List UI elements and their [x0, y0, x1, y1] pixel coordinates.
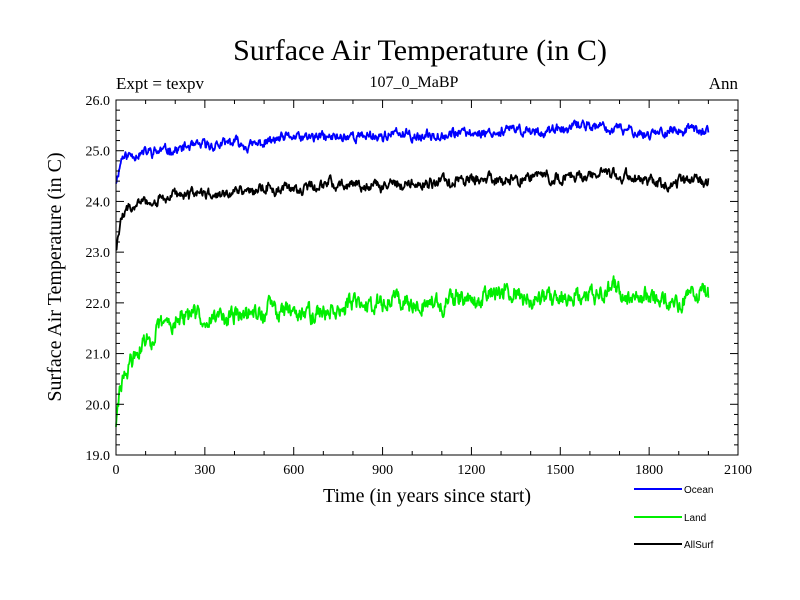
y-tick-label: 26.0 [86, 94, 111, 109]
legend-label-allsurf: AllSurf [684, 540, 714, 551]
x-tick-label: 0 [113, 463, 120, 478]
x-tick-label: 1200 [457, 463, 485, 478]
x-axis-label: Time (in years since start) [323, 485, 531, 507]
y-tick-label: 21.0 [86, 348, 111, 363]
series-line-ocean [115, 119, 710, 184]
series-layer [115, 119, 710, 428]
legend: Ocean Land AllSurf [634, 485, 714, 551]
series-line-land [115, 275, 710, 428]
chart-title: Surface Air Temperature (in C) [233, 34, 607, 67]
x-tick-label: 900 [372, 463, 393, 478]
plot-frame [115, 99, 739, 456]
legend-label-land: Land [684, 513, 706, 524]
y-tick-label: 24.0 [86, 195, 111, 210]
x-tick-label: 1500 [546, 463, 574, 478]
series-line-allsurf [115, 166, 710, 251]
chart-subtitle-left: Expt = texpv [116, 74, 204, 93]
x-tick-label: 2100 [724, 463, 752, 478]
x-axis-ticks: 0 300 600 900 1200 1500 1800 2100 [113, 100, 752, 478]
y-axis-label: Surface Air Temperature (in C) [44, 152, 66, 401]
y-tick-label: 25.0 [86, 145, 111, 160]
chart-subtitle-center: 107_0_MaBP [370, 74, 459, 91]
x-tick-label: 1800 [635, 463, 663, 478]
x-tick-label: 600 [283, 463, 304, 478]
y-axis-ticks: 19.0 20.0 21.0 22.0 23.0 24.0 25.0 26.0 [86, 94, 738, 464]
y-tick-label: 23.0 [86, 246, 111, 261]
y-tick-label: 22.0 [86, 297, 111, 312]
chart-subtitle-right: Ann [709, 74, 739, 93]
x-tick-label: 300 [194, 463, 215, 478]
y-tick-label: 19.0 [86, 449, 111, 464]
legend-label-ocean: Ocean [684, 485, 713, 496]
y-tick-label: 20.0 [86, 398, 111, 413]
